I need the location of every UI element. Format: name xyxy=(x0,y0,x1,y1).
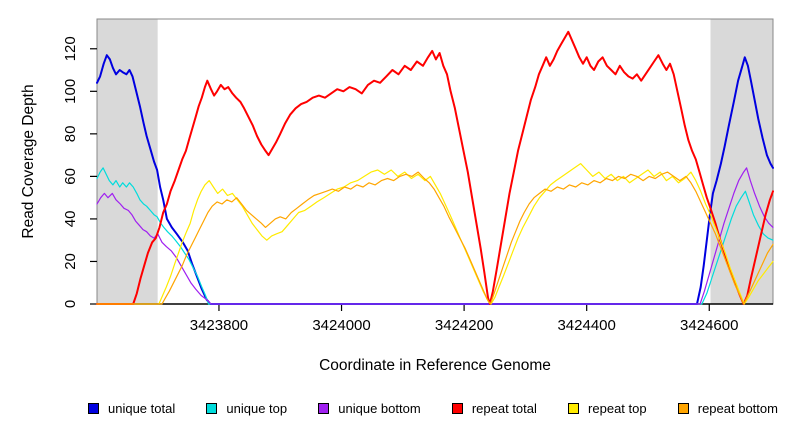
series-repeat-total xyxy=(96,30,774,305)
legend-item-unique-bottom: unique bottom xyxy=(318,400,421,416)
series-unique-bottom xyxy=(96,167,774,305)
series-unique-total xyxy=(96,54,774,305)
y-tick-label: 60 xyxy=(62,168,79,185)
series-unique-top xyxy=(96,167,774,305)
x-tick-label: 3424600 xyxy=(680,317,738,334)
y-tick-label: 20 xyxy=(62,253,79,270)
legend-item-repeat-top: repeat top xyxy=(568,401,647,416)
y-tick-label: 100 xyxy=(62,79,79,104)
legend-item-unique-total: unique total xyxy=(88,401,175,416)
read-coverage-chart: 3423800 3424000 3424200 3424400 3424600 0 20 40… xyxy=(20,18,774,374)
legend-label: repeat top xyxy=(588,400,647,416)
y-tick-label: 0 xyxy=(62,300,79,308)
legend-item-unique-top: unique top xyxy=(206,401,287,416)
legend-label: unique top xyxy=(226,400,288,416)
x-tick-label: 3424400 xyxy=(557,317,615,334)
y-tick-label: 120 xyxy=(62,36,79,61)
x-tick-label: 3424200 xyxy=(435,317,493,334)
x-axis-title: Coordinate in Reference Genome xyxy=(319,357,551,374)
legend-swatch-icon xyxy=(88,402,99,414)
legend-label: repeat total xyxy=(471,400,537,416)
chart-legend: unique total unique top unique bottom repea… xyxy=(88,399,778,417)
series-repeat-bottom xyxy=(96,171,774,305)
x-tick-label: 3423800 xyxy=(190,317,248,334)
y-tick-label: 40 xyxy=(62,211,79,228)
shaded-region xyxy=(97,19,158,304)
legend-label: unique total xyxy=(108,400,176,416)
plot-box xyxy=(96,18,774,305)
legend-item-repeat-total: repeat total xyxy=(451,400,537,416)
legend-label: unique bottom xyxy=(338,400,421,416)
legend-swatch-icon xyxy=(206,402,218,414)
legend-label: repeat bottom xyxy=(697,400,778,416)
legend-item-repeat-bottom: repeat bottom xyxy=(677,400,778,416)
legend-swatch-icon xyxy=(451,402,463,414)
legend-swatch-icon xyxy=(318,402,330,414)
legend-swatch-icon xyxy=(568,402,580,414)
legend-swatch-icon xyxy=(677,402,689,414)
y-axis-title: Read Coverage Depth xyxy=(20,84,37,238)
y-tick-label: 80 xyxy=(62,126,79,143)
x-tick-label: 3424000 xyxy=(312,317,370,334)
